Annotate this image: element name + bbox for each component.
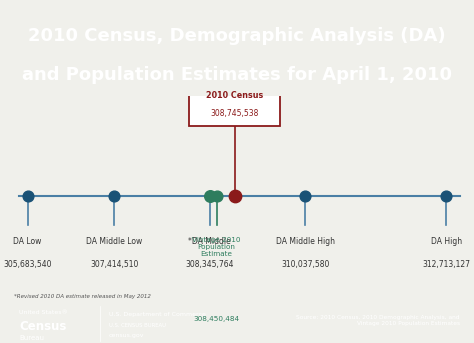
Text: Source: 2010 Census, 2010 Demographic Analysis, and
Vintage 2010 Population Esti: Source: 2010 Census, 2010 Demographic An… bbox=[296, 315, 460, 326]
Text: 310,037,580: 310,037,580 bbox=[281, 260, 329, 269]
Text: DA Low: DA Low bbox=[13, 237, 42, 246]
Text: Bureau: Bureau bbox=[19, 335, 44, 341]
Text: 2010 Census: 2010 Census bbox=[206, 91, 264, 100]
Text: 308,450,484: 308,450,484 bbox=[193, 316, 239, 322]
Point bbox=[443, 193, 450, 198]
Text: *Revised 2010 DA estimate released in May 2012: *Revised 2010 DA estimate released in Ma… bbox=[14, 294, 151, 299]
Text: 308,745,538: 308,745,538 bbox=[210, 109, 259, 118]
Point bbox=[213, 193, 220, 198]
Point bbox=[110, 193, 118, 198]
Text: 312,713,127: 312,713,127 bbox=[422, 260, 470, 269]
Point bbox=[206, 193, 213, 198]
Text: 305,683,540: 305,683,540 bbox=[3, 260, 52, 269]
Point bbox=[301, 193, 309, 198]
Text: U.S. Department of Commerce: U.S. Department of Commerce bbox=[109, 312, 206, 317]
Text: DA Middle High: DA Middle High bbox=[276, 237, 335, 246]
Text: Vintage 2010
Population
Estimate: Vintage 2010 Population Estimate bbox=[192, 237, 241, 257]
Text: U.S. CENSUS BUREAU: U.S. CENSUS BUREAU bbox=[109, 323, 166, 328]
Text: United States®: United States® bbox=[19, 310, 68, 315]
Point bbox=[231, 193, 238, 198]
Text: DA Middle Low: DA Middle Low bbox=[86, 237, 142, 246]
Text: *DA Middle: *DA Middle bbox=[188, 237, 231, 246]
Text: and Population Estimates for April 1, 2010: and Population Estimates for April 1, 20… bbox=[22, 66, 452, 84]
Text: 2010 Census, Demographic Analysis (DA): 2010 Census, Demographic Analysis (DA) bbox=[28, 27, 446, 46]
Text: DA High: DA High bbox=[431, 237, 462, 246]
Point bbox=[24, 193, 31, 198]
Text: 307,414,510: 307,414,510 bbox=[90, 260, 138, 269]
FancyBboxPatch shape bbox=[189, 83, 280, 126]
Text: Census: Census bbox=[19, 320, 66, 333]
Text: census.gov: census.gov bbox=[109, 333, 145, 339]
Text: 308,345,764: 308,345,764 bbox=[185, 260, 234, 269]
